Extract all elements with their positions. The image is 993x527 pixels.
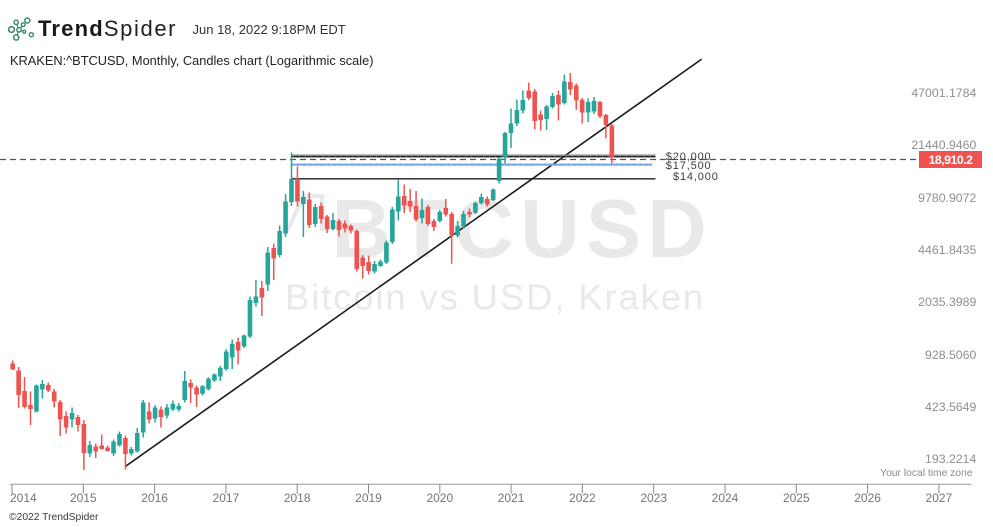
svg-text:Bitcoin vs USD, Kraken: Bitcoin vs USD, Kraken: [285, 277, 705, 318]
svg-text:BTCUSD: BTCUSD: [332, 183, 714, 275]
